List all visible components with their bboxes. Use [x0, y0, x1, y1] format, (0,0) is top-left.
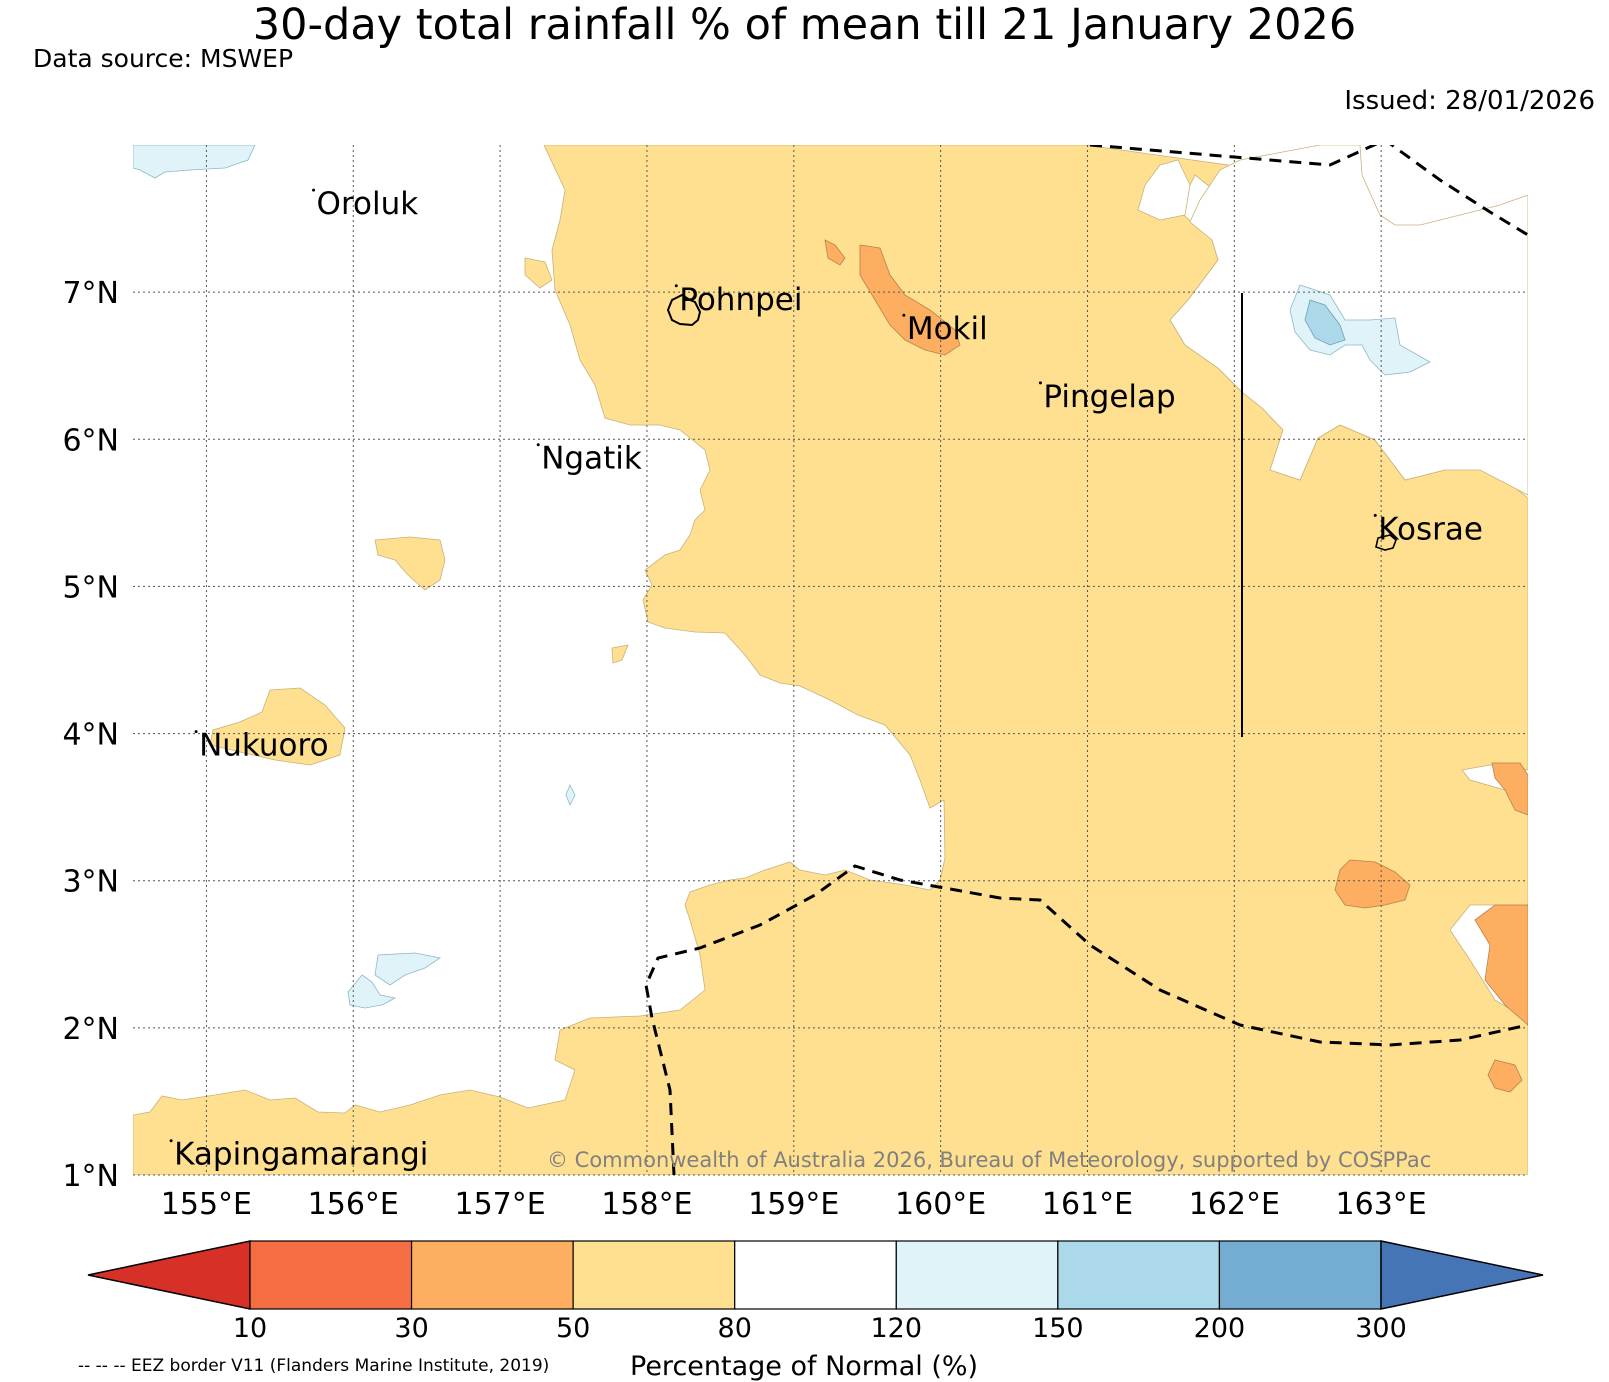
colorbar-tick-label: 120 [871, 1313, 923, 1344]
eez-border-note: -- -- -- EEZ border V11 (Flanders Marine… [78, 1356, 550, 1376]
copyright-notice: © Commonwealth of Australia 2026, Bureau… [547, 1148, 1432, 1172]
island-marker [312, 188, 316, 192]
lat-tick-label: 5°N [62, 570, 119, 605]
island-marker [1373, 513, 1377, 517]
lat-tick-label: 2°N [62, 1012, 119, 1047]
colorbar-tick-label: 200 [1194, 1313, 1246, 1344]
island-marker [674, 284, 678, 288]
place-label: Ngatik [541, 441, 642, 477]
colorbar-bin [895, 1240, 1059, 1310]
colorbar-extend-low [87, 1240, 251, 1310]
colorbar-bin [572, 1240, 736, 1310]
colorbar-bin [1218, 1240, 1382, 1310]
colorbar-bin [1057, 1240, 1221, 1310]
rain-region-120-150-northwest [133, 145, 256, 179]
rain-region-120-150-southwest-2 [347, 974, 397, 1009]
lon-tick-label: 158°E [601, 1187, 692, 1222]
lat-tick-label: 6°N [62, 423, 119, 458]
rain-region-30-50-east-mid [1491, 762, 1528, 816]
map-title: 30-day total rainfall % of mean till 21 … [252, 0, 1357, 50]
colorbar-extend-high [1380, 1240, 1544, 1310]
place-label: Kapingamarangi [174, 1137, 428, 1173]
colorbar: 10 30 50 80 120 150 200 300 [87, 1240, 1544, 1344]
place-label: Pohnpei [679, 282, 802, 318]
rain-region-30-50-southeast [1334, 859, 1411, 909]
rain-region-30-50-southeast-small [1487, 1059, 1523, 1093]
colorbar-tick-label: 300 [1355, 1313, 1407, 1344]
kosrae-island-outline [1375, 534, 1397, 551]
island-marker [1038, 381, 1042, 385]
lon-tick-label: 163°E [1336, 1187, 1427, 1222]
place-label: Oroluk [317, 186, 419, 222]
lon-tick-label: 162°E [1189, 1187, 1280, 1222]
colorbar-bin [249, 1240, 413, 1310]
lat-tick-label: 1°N [62, 1159, 119, 1194]
island-marker [902, 313, 906, 317]
colorbar-tick-label: 150 [1032, 1313, 1084, 1344]
rain-region-30-50-small [824, 239, 846, 266]
place-label: Pingelap [1043, 379, 1175, 415]
colorbar-title: Percentage of Normal (%) [630, 1351, 979, 1382]
rain-region-30-50-mokil [859, 244, 961, 356]
rain-region-80-120-north [1137, 159, 1191, 221]
island-marker [194, 730, 198, 734]
lat-tick-label: 4°N [62, 718, 119, 753]
longitude-labels: 155°E 156°E 157°E 158°E 159°E 160°E 161°E 162°E… [161, 1187, 1427, 1222]
lat-tick-label: 3°N [62, 865, 119, 900]
rain-region-120-150-small [565, 784, 576, 806]
lon-tick-label: 155°E [161, 1187, 252, 1222]
colorbar-tick-label: 80 [718, 1313, 752, 1344]
rain-region-50-80-west-2 [209, 687, 346, 766]
place-label: Nukuoro [199, 728, 328, 764]
island-marker [169, 1139, 173, 1143]
lon-tick-label: 160°E [895, 1187, 986, 1222]
island-marker [536, 443, 540, 447]
rain-region-50-80-west-4 [611, 644, 629, 664]
rainfall-field [133, 145, 1528, 1175]
place-label: Mokil [907, 311, 988, 347]
lat-tick-label: 7°N [62, 276, 119, 311]
rain-region-30-50-east-edge [1474, 904, 1528, 1026]
colorbar-bin [734, 1240, 897, 1310]
eez-border-south [644, 864, 1528, 1175]
lon-tick-label: 161°E [1042, 1187, 1133, 1222]
colorbar-tick-label: 50 [556, 1313, 590, 1344]
lon-tick-label: 159°E [748, 1187, 839, 1222]
data-source-label: Data source: MSWEP [33, 44, 294, 73]
gridlines [133, 145, 1528, 1176]
eez-border-north [1089, 145, 1528, 237]
lon-tick-label: 157°E [454, 1187, 545, 1222]
rain-region-50-80-west-3 [524, 257, 553, 289]
place-label: Kosrae [1378, 511, 1483, 547]
lon-tick-label: 156°E [308, 1187, 399, 1222]
colorbar-tick-label: 30 [394, 1313, 428, 1344]
rain-region-120-150-southwest-1 [374, 952, 442, 986]
rain-region-50-80-west-1 [374, 536, 446, 591]
eez-borders [644, 145, 1528, 1175]
colorbar-bin [410, 1240, 574, 1310]
colorbar-tick-label: 10 [233, 1313, 267, 1344]
place-labels: Oroluk Pohnpei Mokil Pingelap Ngatik Kosrae Nu… [169, 186, 1483, 1173]
rain-region-150-200-east [1304, 299, 1346, 346]
latitude-labels: 7°N 6°N 5°N 4°N 3°N 2°N 1°N [62, 276, 119, 1194]
issued-date: Issued: 28/01/2026 [1344, 86, 1595, 116]
pohnpei-island-outline [666, 293, 702, 327]
